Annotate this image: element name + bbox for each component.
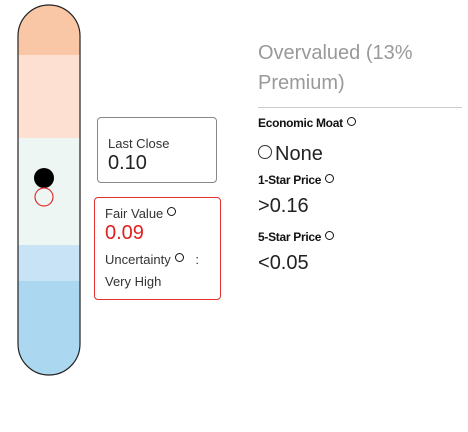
fair-value-label: Fair Value: [105, 206, 177, 221]
uncertainty-value: Very High: [105, 274, 162, 289]
last-close-label: Last Close: [108, 136, 170, 151]
one-star-value: >0.16: [258, 195, 309, 218]
fair-value-callout: Fair Value 0.09 Uncertainty : Very High: [94, 197, 221, 300]
uncertainty-label: Uncertainty :: [105, 252, 199, 267]
uncertainty-label-text: Uncertainty: [105, 252, 171, 267]
fair-value-label-text: Fair Value: [105, 206, 164, 221]
one-star-label-text: 1-Star Price: [258, 173, 322, 187]
fair-value-value: 0.09: [105, 222, 144, 244]
uncertainty-separator: :: [195, 252, 199, 267]
valuation-bar: [17, 4, 81, 376]
five-star-value: <0.05: [258, 252, 309, 275]
moat-label: Economic Moat: [258, 116, 356, 130]
five-star-symbol: <: [258, 252, 270, 274]
valuation-status: Overvalued (13% Premium): [258, 42, 413, 94]
moat-value: None: [258, 143, 323, 166]
moat-value-text: None: [275, 143, 323, 165]
five-star-price: 0.05: [269, 252, 309, 274]
divider: [258, 107, 462, 108]
moat-label-text: Economic Moat: [258, 116, 343, 130]
last-close-value: 0.10: [108, 152, 147, 174]
one-star-symbol: >: [258, 195, 270, 217]
last-close-callout: Last Close 0.10: [97, 117, 217, 183]
five-star-label-text: 5-Star Price: [258, 230, 322, 244]
one-star-price: 0.16: [269, 195, 309, 217]
five-star-label: 5-Star Price: [258, 230, 335, 244]
one-star-label: 1-Star Price: [258, 173, 335, 187]
